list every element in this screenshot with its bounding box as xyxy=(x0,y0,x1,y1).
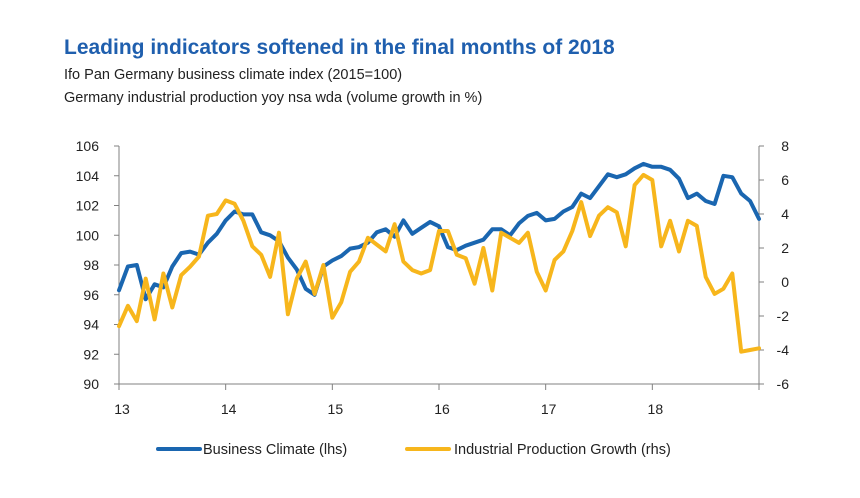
y-left-tick-label: 90 xyxy=(83,376,99,392)
y-left-tick-label: 106 xyxy=(76,138,100,154)
industrial-production-line xyxy=(117,172,761,354)
x-tick-label: 15 xyxy=(328,401,344,417)
x-tick-label: 16 xyxy=(434,401,450,417)
y-left-tick-label: 102 xyxy=(76,198,100,214)
y-right-tick-label: 0 xyxy=(781,274,789,290)
chart-axes: 90 92 94 96 98 100 102 104 106 -6 -4 -2 0 2 4 6 8 13 14 15 1… xyxy=(76,138,790,417)
x-tick-label: 14 xyxy=(221,401,237,417)
x-tick-label: 13 xyxy=(114,401,130,417)
y-left-tick-label: 94 xyxy=(83,317,99,333)
y-left-tick-label: 96 xyxy=(83,287,99,303)
chart-subtitle-1: Ifo Pan Germany business climate index (… xyxy=(64,67,403,83)
y-left-tick-label: 92 xyxy=(83,346,99,362)
chart-title: Leading indicators softened in the final… xyxy=(64,36,615,59)
y-right-tick-label: 8 xyxy=(781,138,789,154)
x-tick-label: 18 xyxy=(648,401,664,417)
y-right-tick-label: -2 xyxy=(777,308,790,324)
y-right-tick-label: 4 xyxy=(781,206,789,222)
chart-legend: Business Climate (lhs) Industrial Product… xyxy=(156,442,671,458)
legend-label: Business Climate (lhs) xyxy=(203,442,347,458)
legend-label: Industrial Production Growth (rhs) xyxy=(454,442,671,458)
y-right-tick-label: -6 xyxy=(777,376,790,392)
y-left-tick-label: 100 xyxy=(76,227,100,243)
chart-subtitle-2: Germany industrial production yoy nsa wd… xyxy=(64,90,483,106)
y-left-tick-label: 98 xyxy=(83,257,99,273)
y-right-tick-label: 2 xyxy=(781,240,789,256)
chart-series xyxy=(117,161,761,354)
business-climate-line xyxy=(117,161,761,302)
y-right-tick-label: 6 xyxy=(781,172,789,188)
y-right-tick-label: -4 xyxy=(777,342,790,358)
y-left-tick-label: 104 xyxy=(76,168,100,184)
x-tick-label: 17 xyxy=(541,401,557,417)
